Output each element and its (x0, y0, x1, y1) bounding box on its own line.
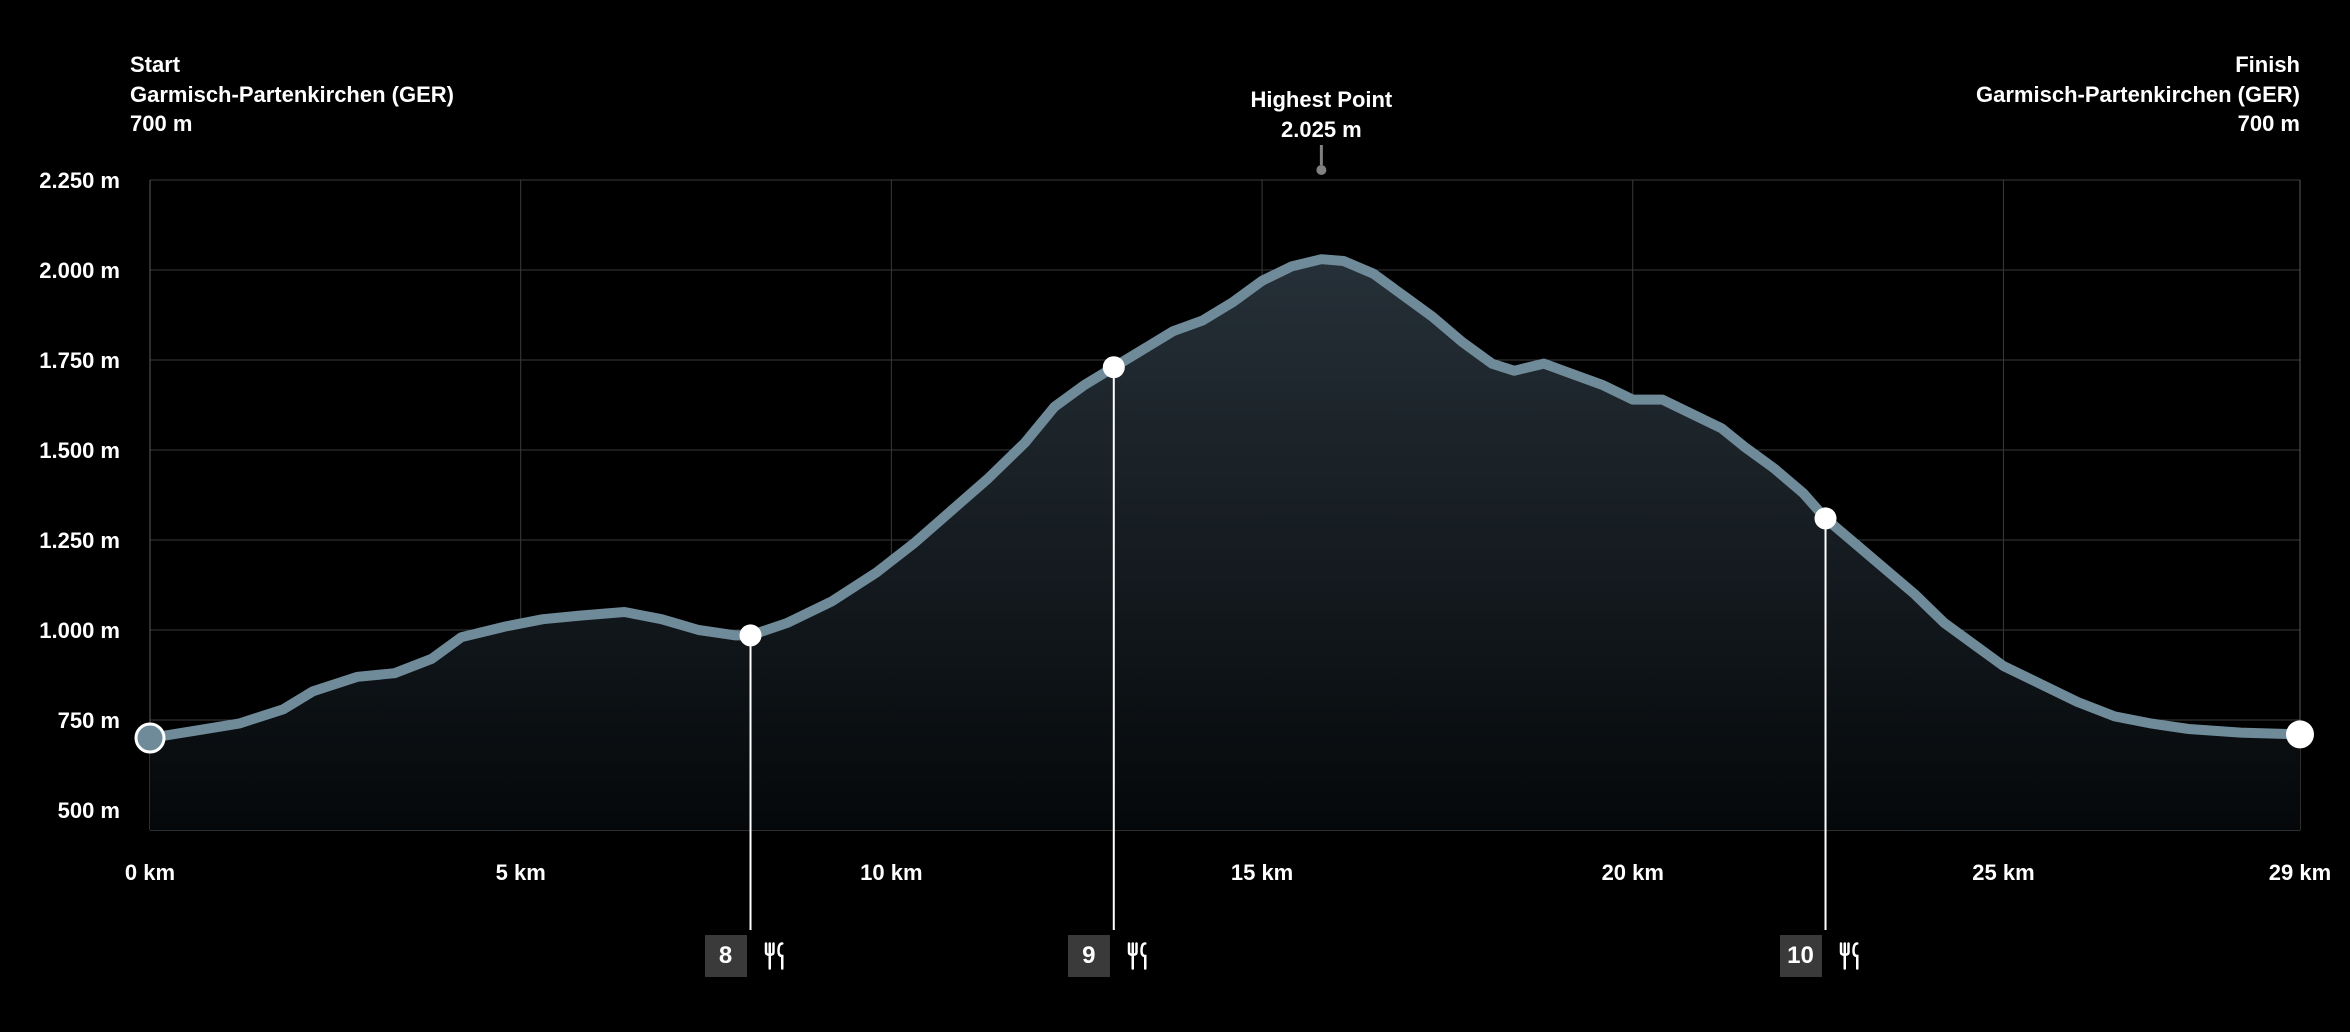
chart-svg: 500 m 750 m 1.000 m 1.250 m 1.500 m 1.750 m 2.… (0, 0, 2350, 1032)
y-tick-label: 1.750 m (39, 348, 120, 373)
start-elevation: 700 m (130, 109, 454, 139)
highest-point-dot (1316, 165, 1326, 175)
checkpoint-number-badge: 10 (1780, 935, 1822, 977)
x-tick-label: 5 km (496, 860, 546, 885)
start-dot (136, 724, 164, 752)
y-tick-label: 2.250 m (39, 168, 120, 193)
y-tick-label: 1.250 m (39, 528, 120, 553)
finish-info-block: Finish Garmisch-Partenkirchen (GER) 700 … (1976, 50, 2300, 139)
y-tick-label: 500 m (58, 798, 120, 823)
x-tick-label: 20 km (1602, 860, 1664, 885)
y-tick-label: 2.000 m (39, 258, 120, 283)
checkpoint-number-badge: 8 (705, 935, 747, 977)
checkpoint-badge-group: 9 (1068, 935, 1160, 977)
y-tick-label: 1.500 m (39, 438, 120, 463)
highest-point-value: 2.025 m (1201, 115, 1441, 145)
x-tick-label: 10 km (860, 860, 922, 885)
elevation-fill (150, 259, 2300, 830)
start-label: Start (130, 50, 454, 80)
x-tick-label: 15 km (1231, 860, 1293, 885)
start-location: Garmisch-Partenkirchen (GER) (130, 80, 454, 110)
highest-point-label: Highest Point (1201, 85, 1441, 115)
checkpoint-dot (1815, 507, 1837, 529)
checkpoint-number-badge: 9 (1068, 935, 1110, 977)
x-tick-label: 25 km (1972, 860, 2034, 885)
x-tick-label: 0 km (125, 860, 175, 885)
checkpoint-dot (740, 624, 762, 646)
finish-label: Finish (1976, 50, 2300, 80)
finish-location: Garmisch-Partenkirchen (GER) (1976, 80, 2300, 110)
food-icon (755, 935, 797, 977)
checkpoint-badge-group: 8 (705, 935, 797, 977)
finish-elevation: 700 m (1976, 109, 2300, 139)
food-icon (1830, 935, 1872, 977)
food-icon (1118, 935, 1160, 977)
checkpoint-dot (1103, 356, 1125, 378)
x-tick-label: 29 km (2269, 860, 2331, 885)
y-tick-label: 1.000 m (39, 618, 120, 643)
elevation-chart: Start Garmisch-Partenkirchen (GER) 700 m… (0, 0, 2350, 1032)
start-info-block: Start Garmisch-Partenkirchen (GER) 700 m (130, 50, 454, 139)
y-tick-label: 750 m (58, 708, 120, 733)
checkpoint-badge-group: 10 (1780, 935, 1872, 977)
highest-point-block: Highest Point 2.025 m (1201, 85, 1441, 144)
finish-dot (2286, 720, 2314, 748)
